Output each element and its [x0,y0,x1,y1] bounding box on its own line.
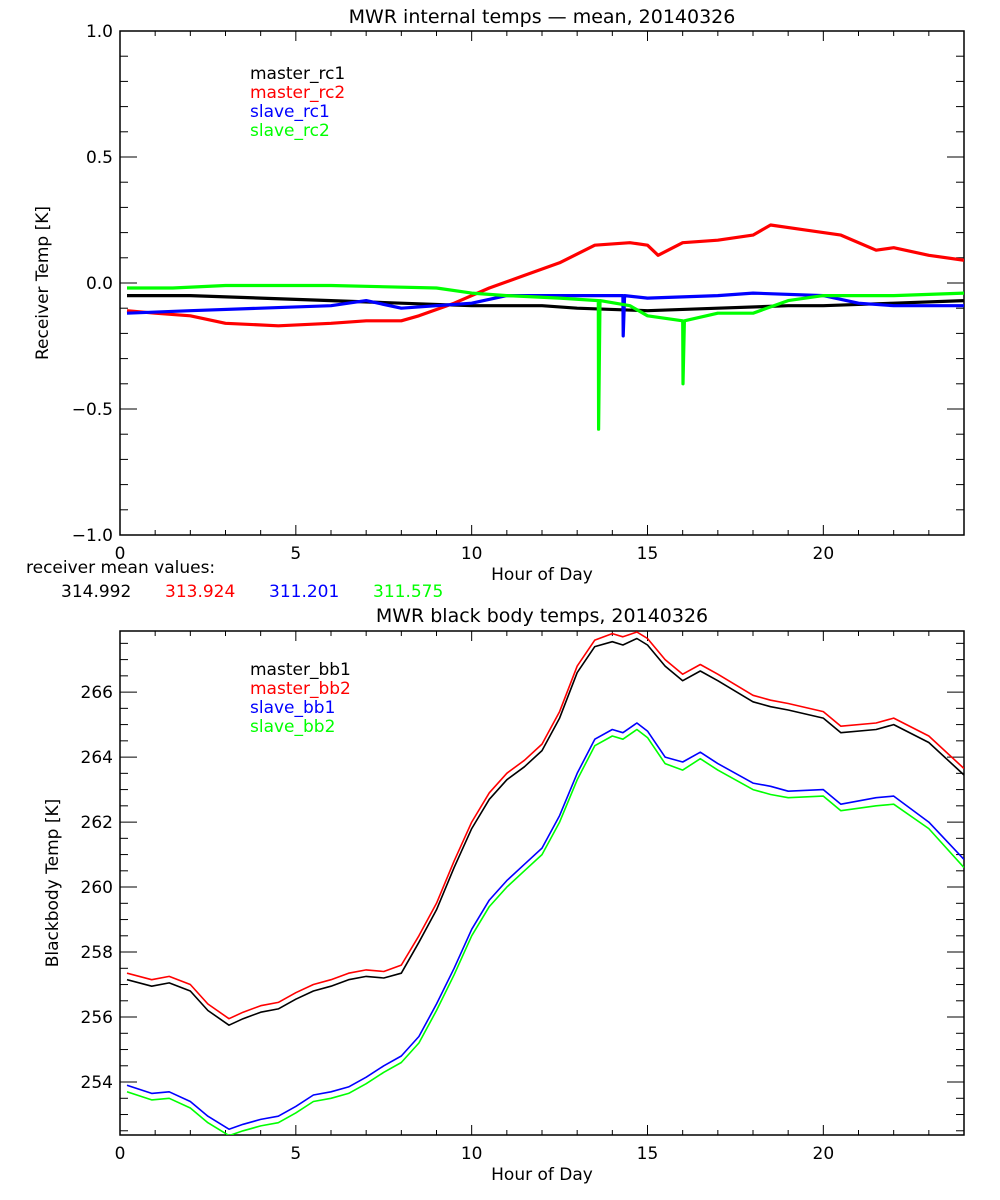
axis-ticks [119,30,965,536]
y-tick-label: 0.0 [86,274,113,294]
x-tick-label: 15 [637,1144,659,1164]
y-tick-label: 260 [81,878,113,898]
x-axis-label: Hour of Day [491,565,593,585]
series-line-master-bb1 [126,637,964,1026]
x-tick-label: 5 [290,1144,301,1164]
legend-entry: master_rc2 [250,83,345,103]
plot-frame [119,630,965,1136]
y-tick-label: 0.5 [86,148,113,168]
series-lines [126,223,964,431]
y-tick-label: 266 [81,683,113,703]
legend-entry: master_bb2 [250,679,351,699]
series-line-master-rc1 [127,294,964,313]
annotation-values: 314.992 313.924 311.201 311.575 [61,582,443,602]
x-tick-label: 10 [461,1144,483,1164]
y-tick-label: −1.0 [72,526,113,546]
mean-value: 311.575 [373,582,443,602]
axis-tick-labels: 0 5 10 15 20 −1.0 −0.5 0.0 0.5 1.0 [72,22,834,564]
y-tick-label: 256 [81,1008,113,1028]
y-tick-label: 262 [81,813,113,833]
y-tick-label: 1.0 [86,22,113,42]
mean-value: 311.201 [269,582,339,602]
y-tick-label: 264 [81,748,113,768]
annotation-label: receiver mean values: [26,558,215,578]
series-lines [126,631,964,1135]
mean-value: 313.924 [165,582,235,602]
x-tick-label: 15 [637,544,659,564]
x-tick-label: 0 [115,544,126,564]
legend-entry: slave_bb1 [250,698,335,718]
chart-title: MWR black body temps, 20140326 [376,605,708,627]
axis-tick-labels: 0 5 10 15 20 254 256 258 260 262 264 266 [81,683,835,1164]
legend-entry: master_rc1 [250,64,345,84]
x-axis-label: Hour of Day [491,1165,593,1185]
y-tick-label: −0.5 [72,400,113,420]
series-line-master-bb2 [126,631,964,1020]
y-axis-label: Receiver Temp [K] [33,206,53,360]
x-tick-label: 5 [290,544,301,564]
receiver-temps-panel: MWR internal temps — mean, 20140326 0 5 10… [26,6,965,602]
series-line-master-rc2 [126,223,964,328]
blackbody-temps-panel: MWR black body temps, 20140326 0 5 10 15 20 2… [43,605,965,1185]
x-tick-label: 0 [115,1144,126,1164]
x-tick-label: 20 [813,1144,835,1164]
series-line-slave-bb1 [126,722,964,1130]
series-line-slave-rc1 [126,291,964,338]
legend-entry: slave_rc1 [250,102,330,122]
legend-entry: master_bb1 [250,660,351,680]
chart-title: MWR internal temps — mean, 20140326 [349,6,736,28]
x-tick-label: 10 [461,544,483,564]
x-tick-label: 20 [813,544,835,564]
y-tick-label: 254 [81,1073,113,1093]
legend-entry: slave_rc2 [250,121,330,141]
y-axis-label: Blackbody Temp [K] [43,799,63,968]
series-line-slave-bb2 [126,728,964,1135]
series-line-slave-rc2 [127,283,964,431]
mean-value: 314.992 [61,582,131,602]
legend-entry: slave_bb2 [250,717,335,737]
y-tick-label: 258 [81,943,113,963]
axis-ticks [119,631,965,1135]
plot-frame [119,30,965,536]
